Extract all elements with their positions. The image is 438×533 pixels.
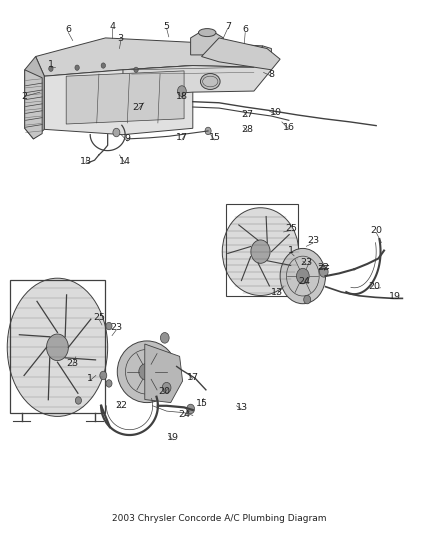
Text: 17: 17 (176, 133, 188, 142)
Circle shape (162, 382, 171, 393)
Ellipse shape (117, 341, 177, 402)
Text: 9: 9 (124, 134, 131, 143)
Ellipse shape (198, 29, 216, 37)
Text: 25: 25 (285, 224, 297, 233)
Polygon shape (25, 70, 42, 139)
Polygon shape (191, 33, 223, 55)
Circle shape (49, 66, 53, 71)
Circle shape (280, 248, 325, 304)
Polygon shape (123, 46, 272, 96)
Text: 6: 6 (242, 26, 248, 35)
Polygon shape (66, 71, 184, 124)
Text: 22: 22 (115, 401, 127, 410)
Circle shape (187, 404, 194, 414)
Text: 24: 24 (178, 410, 190, 419)
Text: 7: 7 (225, 22, 231, 31)
Polygon shape (35, 38, 263, 76)
Text: 1: 1 (48, 60, 54, 69)
Circle shape (106, 379, 112, 387)
Text: 28: 28 (241, 125, 253, 134)
Text: 14: 14 (119, 157, 131, 166)
Text: 23: 23 (110, 323, 123, 332)
Circle shape (75, 397, 81, 404)
Circle shape (134, 67, 138, 72)
Text: 20: 20 (370, 226, 382, 235)
Circle shape (101, 63, 106, 68)
Ellipse shape (222, 208, 299, 295)
Circle shape (205, 127, 211, 135)
Circle shape (113, 128, 120, 137)
Text: 6: 6 (65, 26, 71, 35)
Text: 27: 27 (132, 102, 144, 111)
Circle shape (251, 240, 270, 263)
Text: 24: 24 (298, 277, 310, 286)
Text: 8: 8 (268, 70, 274, 78)
Text: 1: 1 (288, 246, 294, 255)
Text: 19: 19 (167, 433, 179, 442)
Ellipse shape (201, 74, 220, 90)
Text: 13: 13 (271, 287, 283, 296)
Text: 1: 1 (87, 374, 93, 383)
Circle shape (75, 65, 79, 70)
Circle shape (106, 322, 112, 330)
Text: 23: 23 (300, 258, 312, 266)
Text: 3: 3 (118, 35, 124, 44)
Text: 23: 23 (307, 237, 319, 246)
Text: 13: 13 (236, 403, 248, 412)
Polygon shape (25, 56, 44, 139)
Text: 23: 23 (67, 359, 79, 368)
Text: 13: 13 (80, 157, 92, 166)
Text: 22: 22 (318, 263, 330, 272)
Circle shape (160, 333, 169, 343)
Circle shape (46, 334, 68, 361)
Polygon shape (201, 38, 280, 70)
Circle shape (100, 371, 107, 379)
Text: 20: 20 (159, 387, 170, 396)
Text: 25: 25 (93, 312, 105, 321)
Text: 10: 10 (270, 108, 282, 117)
Text: 16: 16 (283, 123, 295, 132)
Text: 4: 4 (109, 22, 115, 31)
Text: 2003 Chrysler Concorde A/C Plumbing Diagram: 2003 Chrysler Concorde A/C Plumbing Diag… (112, 514, 326, 523)
Text: 18: 18 (176, 92, 188, 101)
Circle shape (319, 266, 328, 277)
Polygon shape (44, 66, 193, 135)
Text: 2: 2 (22, 92, 28, 101)
Ellipse shape (139, 364, 155, 380)
Text: 20: 20 (368, 282, 380, 291)
Circle shape (304, 295, 311, 304)
Text: 15: 15 (196, 399, 208, 408)
Text: 15: 15 (208, 133, 221, 142)
Circle shape (177, 86, 186, 96)
Circle shape (297, 268, 309, 284)
Text: 19: 19 (389, 292, 400, 301)
Polygon shape (145, 344, 183, 402)
Text: 5: 5 (164, 22, 170, 31)
Text: 27: 27 (241, 110, 253, 119)
Ellipse shape (7, 278, 108, 416)
Text: 17: 17 (187, 373, 199, 382)
